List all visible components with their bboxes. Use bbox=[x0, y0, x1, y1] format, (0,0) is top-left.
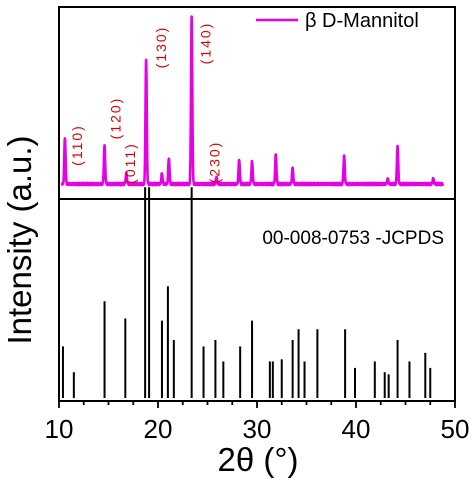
x-tick-label: 40 bbox=[342, 414, 371, 444]
x-tick-label: 50 bbox=[441, 414, 470, 444]
legend-label: β D-Mannitol bbox=[305, 10, 419, 32]
miller-index-label: (110) bbox=[69, 124, 85, 166]
miller-index-label: (120) bbox=[107, 97, 123, 140]
reference-label: 00-008-0753 -JCPDS bbox=[262, 228, 444, 249]
miller-index-label: (230) bbox=[206, 141, 222, 184]
miller-index-label: (011) bbox=[122, 142, 138, 184]
x-tick-label: 30 bbox=[243, 414, 272, 444]
miller-index-label: (140) bbox=[197, 22, 213, 65]
legend: β D-Mannitol bbox=[256, 10, 419, 32]
x-tick-label: 10 bbox=[45, 414, 74, 444]
y-axis-label: Intensity (a.u.) bbox=[1, 135, 38, 344]
miller-index-label: (130) bbox=[153, 26, 169, 69]
axes: 10 20 30 40 50 bbox=[45, 6, 470, 444]
pattern-line bbox=[60, 15, 445, 187]
top-panel: β D-Mannitol (110) (120) (011) (130) (140) (23… bbox=[60, 10, 445, 187]
bottom-panel: 00-008-0753 -JCPDS bbox=[61, 187, 444, 398]
x-tick-label: 20 bbox=[144, 414, 173, 444]
x-axis-label: 2θ (°) bbox=[217, 441, 298, 478]
